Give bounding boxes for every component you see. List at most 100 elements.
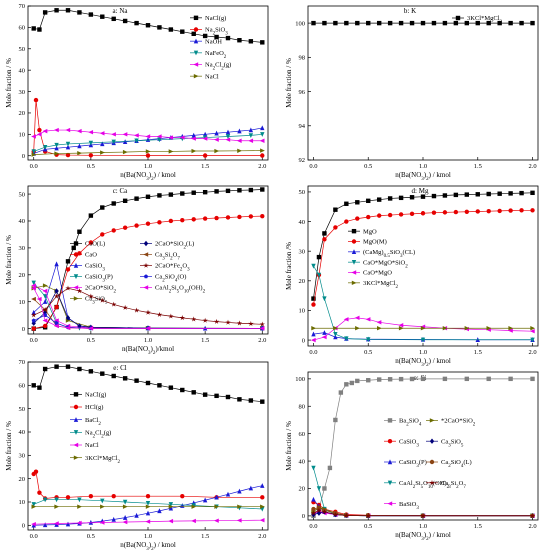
data-point	[145, 380, 151, 386]
data-point	[420, 211, 426, 216]
data-point	[431, 20, 437, 26]
y-tick-label: 0	[22, 523, 25, 530]
data-point	[65, 152, 71, 158]
legend-label: 3KCl*MgCl2	[467, 15, 503, 25]
data-point	[236, 320, 243, 326]
x-tick-label: 2.0	[258, 533, 266, 540]
y-tick-label: 60	[299, 431, 306, 438]
series-line-1	[313, 378, 533, 517]
data-point	[530, 376, 535, 382]
data-point	[202, 131, 208, 137]
legend-label: 2CaO*Fe2O3	[155, 263, 190, 273]
legend-marker	[73, 430, 79, 435]
data-point	[420, 376, 426, 382]
data-point	[100, 150, 105, 155]
data-point	[237, 488, 242, 494]
y-tick-label: 40	[299, 219, 306, 226]
y-tick-label: 30	[19, 453, 26, 460]
data-point	[122, 132, 128, 137]
series-line-1	[33, 366, 263, 403]
legend-marker	[429, 480, 435, 486]
data-point	[54, 364, 59, 369]
data-point	[387, 377, 393, 382]
x-tick-label: 0.5	[364, 523, 372, 530]
data-point	[31, 149, 36, 155]
data-point	[88, 519, 94, 525]
data-point	[157, 193, 162, 198]
data-point	[316, 272, 322, 278]
chart-title: e: Si	[414, 374, 427, 382]
data-point	[191, 316, 197, 322]
series-group	[31, 364, 265, 528]
legend-marker	[193, 15, 199, 21]
data-point	[156, 134, 162, 139]
data-point	[354, 315, 360, 321]
data-point	[409, 376, 415, 382]
series-group	[310, 190, 536, 343]
legend-marker	[429, 459, 435, 465]
data-point	[322, 486, 327, 491]
data-point	[214, 494, 219, 500]
legend: CaO(L) CaO CaSiO3CaSiO3(P)2CaO*SiO2Ca3SiO5…	[70, 241, 206, 305]
chart-title: b: K	[404, 7, 416, 15]
data-point	[464, 20, 470, 26]
legend-label: CaSiO3	[399, 438, 419, 448]
data-point	[157, 383, 162, 388]
legend-marker	[143, 262, 149, 268]
legend-label: NaFeO2	[205, 50, 227, 60]
y-tick-label: 100	[295, 376, 305, 383]
data-point	[54, 321, 59, 326]
data-point	[508, 326, 514, 331]
data-point	[486, 208, 491, 214]
data-point	[88, 140, 94, 146]
x-tick-label: 2.0	[528, 163, 536, 170]
legend-marker	[73, 241, 79, 246]
legend-label: CaO(L)	[85, 241, 105, 248]
x-tick-label: 2.0	[258, 337, 266, 344]
data-point	[311, 20, 316, 26]
data-point	[65, 127, 71, 133]
data-point	[409, 195, 415, 200]
y-tick-label: 20	[19, 476, 26, 483]
data-point	[248, 39, 254, 44]
data-point	[168, 218, 174, 224]
data-point	[248, 127, 254, 133]
data-point	[453, 209, 459, 215]
data-point	[310, 337, 316, 343]
data-point	[168, 504, 174, 509]
data-point	[54, 304, 59, 310]
data-point	[180, 29, 185, 34]
data-point	[191, 136, 196, 141]
data-point	[442, 326, 448, 331]
data-point	[260, 504, 265, 509]
legend-marker	[73, 296, 79, 301]
data-point	[37, 490, 42, 495]
data-point	[322, 20, 327, 26]
data-point	[145, 194, 151, 199]
data-point	[65, 8, 71, 13]
data-point	[65, 144, 71, 150]
data-point	[54, 8, 59, 13]
x-axis-label: n(Ba(NO3)2) / kmol	[120, 541, 176, 550]
legend-label: CaO*MgO*SiO2	[363, 259, 408, 269]
data-point	[134, 138, 139, 144]
legend-label: NaCl(g)	[205, 15, 226, 22]
y-tick-label: 96	[299, 89, 306, 96]
legend-marker	[351, 259, 357, 265]
legend-label: Na2Cl2(g)	[85, 430, 111, 440]
data-point	[122, 376, 128, 381]
data-point	[497, 208, 502, 214]
data-point	[134, 378, 139, 383]
x-tick-label: 2.0	[528, 523, 536, 530]
data-point	[100, 504, 105, 509]
data-point	[475, 20, 480, 26]
data-point	[77, 150, 83, 156]
data-point	[88, 369, 94, 374]
series-line-1	[33, 189, 263, 329]
data-point	[88, 240, 94, 245]
y-tick-label: 50	[19, 46, 26, 53]
data-point	[31, 312, 37, 318]
data-point	[53, 323, 59, 329]
data-point	[36, 132, 42, 137]
data-point	[366, 337, 371, 343]
